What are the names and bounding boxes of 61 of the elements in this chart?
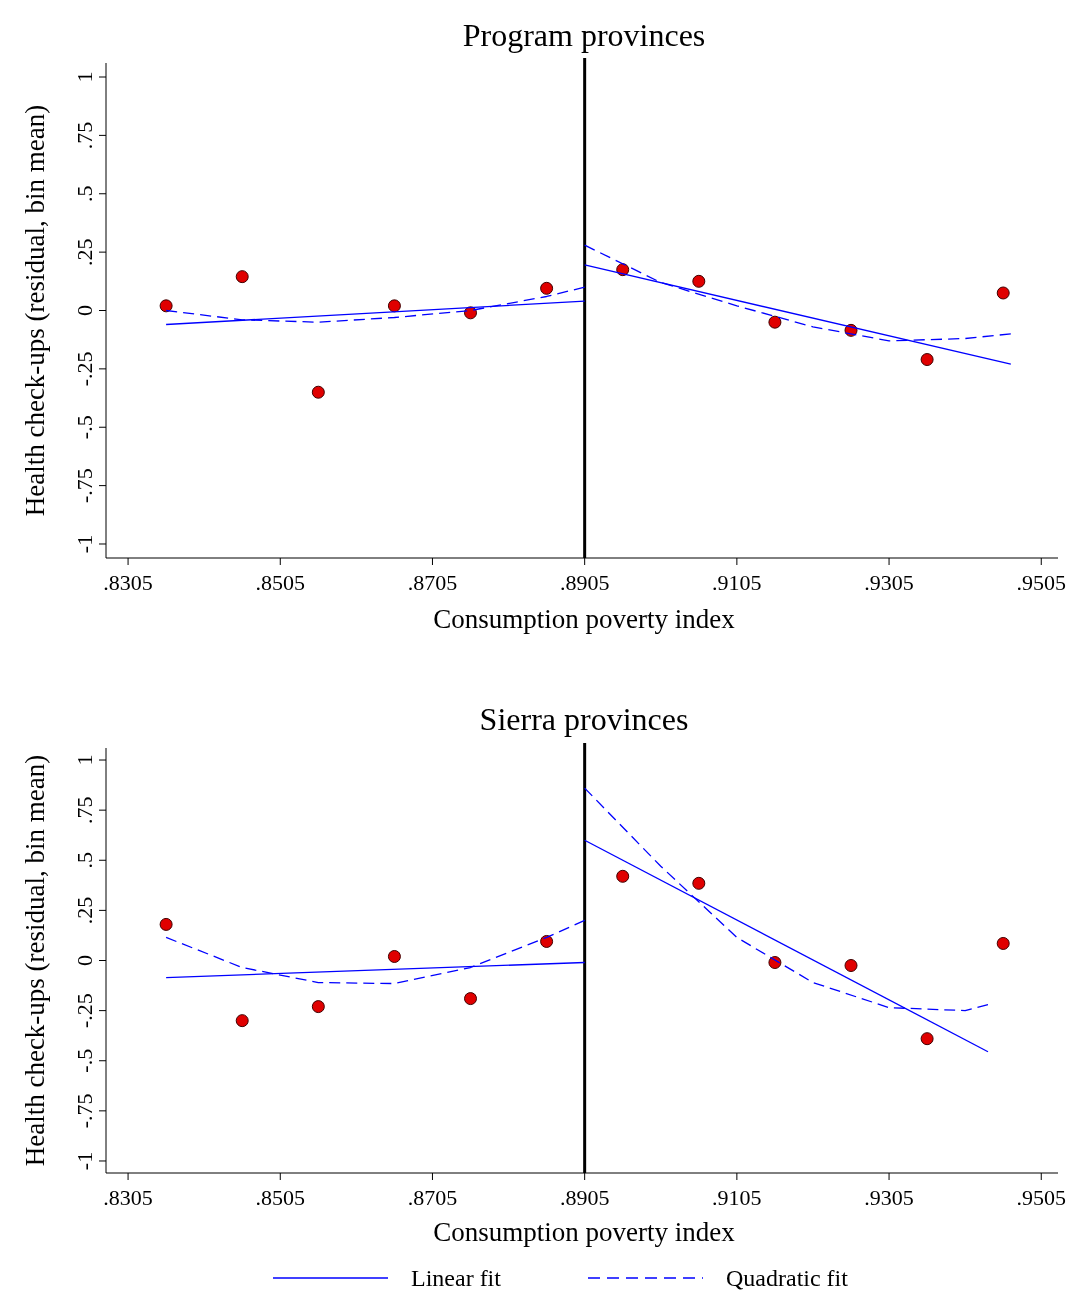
x-tick-label: .8705 — [407, 1185, 458, 1210]
y-tick-label: .75 — [72, 121, 97, 150]
y-tick-label: .25 — [72, 238, 97, 266]
x-tick-label: .8305 — [103, 1185, 153, 1210]
y-tick-label: -1 — [72, 1151, 97, 1171]
point — [616, 869, 630, 883]
y-tick-label: -.5 — [72, 415, 97, 440]
y-tick-label: 1 — [72, 754, 97, 766]
chart-title: Sierra provinces — [479, 701, 689, 737]
point — [387, 949, 401, 963]
point — [996, 936, 1010, 950]
x-tick-label: .9505 — [1016, 570, 1067, 595]
point — [768, 315, 782, 329]
y-tick-label: .5 — [72, 852, 97, 869]
legend-label: Quadratic fit — [726, 1265, 849, 1291]
x-tick-label: .8905 — [559, 570, 610, 595]
point — [159, 917, 173, 931]
point — [540, 281, 554, 295]
point — [464, 992, 478, 1006]
point — [996, 286, 1010, 300]
y-tick-label: -.75 — [72, 1093, 97, 1129]
chart-title: Program provinces — [462, 17, 706, 53]
y-tick-label: -.25 — [72, 351, 97, 387]
x-tick-label: .9105 — [712, 1185, 762, 1210]
point — [692, 274, 706, 288]
point — [540, 934, 554, 948]
x-axis-title: Consumption poverty index — [433, 604, 736, 634]
line-series — [165, 919, 586, 985]
x-tick-label: .8905 — [559, 1185, 610, 1210]
point — [920, 353, 934, 367]
x-tick-label: .8505 — [255, 1185, 306, 1210]
y-tick-label: .75 — [72, 796, 97, 824]
x-tick-label: .9505 — [1016, 1185, 1067, 1210]
point — [920, 1032, 934, 1046]
x-tick-label: .8305 — [103, 570, 153, 595]
point — [311, 385, 325, 399]
point — [387, 299, 401, 313]
x-axis-title: Consumption poverty index — [433, 1217, 736, 1247]
point — [844, 959, 858, 973]
x-tick-label: .9305 — [864, 570, 914, 595]
legend-label: Linear fit — [411, 1265, 502, 1291]
y-tick-label: -.25 — [72, 993, 97, 1029]
y-tick-label: 0 — [72, 305, 97, 316]
y-tick-label: -.75 — [72, 468, 97, 504]
y-tick-label: 0 — [72, 955, 97, 966]
point — [235, 1014, 249, 1028]
point — [159, 299, 173, 313]
y-tick-label: -1 — [72, 534, 97, 554]
x-tick-label: .9305 — [864, 1185, 914, 1210]
x-tick-label: .8505 — [255, 570, 306, 595]
y-tick-label: .25 — [72, 896, 97, 925]
y-axis-title: Health check-ups (residual, bin mean) — [20, 104, 50, 517]
y-axis-title: Health check-ups (residual, bin mean) — [20, 754, 50, 1167]
x-tick-label: .8705 — [407, 570, 458, 595]
point — [311, 1000, 325, 1014]
y-tick-label: -.5 — [72, 1048, 97, 1073]
point — [235, 270, 249, 284]
point — [692, 876, 706, 890]
y-tick-label: 1 — [72, 71, 97, 83]
x-tick-label: .9105 — [712, 570, 762, 595]
y-tick-label: .5 — [72, 185, 97, 202]
